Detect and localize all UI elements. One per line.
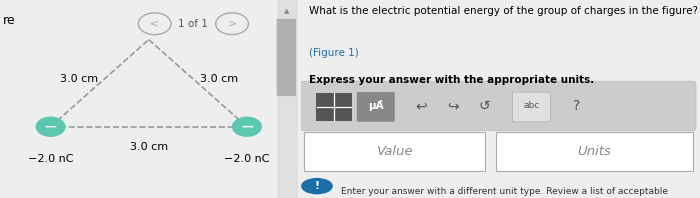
Circle shape — [302, 179, 332, 194]
Circle shape — [232, 117, 261, 136]
Text: abc: abc — [524, 101, 540, 110]
Text: 3.0 cm: 3.0 cm — [60, 74, 98, 84]
FancyBboxPatch shape — [304, 132, 485, 171]
Text: 3.0 cm: 3.0 cm — [199, 74, 238, 84]
Text: −: − — [240, 118, 254, 136]
Text: What is the electric potential energy of the group of charges in the figure?: What is the electric potential energy of… — [309, 6, 698, 16]
Text: ?: ? — [573, 99, 580, 113]
Text: ↺: ↺ — [479, 99, 491, 113]
Text: ↪: ↪ — [447, 99, 459, 113]
Text: Express your answer with the appropriate units.: Express your answer with the appropriate… — [309, 75, 594, 85]
Text: Value: Value — [377, 145, 413, 158]
Text: Enter your answer with a different unit type. Review a list of acceptable: Enter your answer with a different unit … — [341, 187, 668, 196]
Text: −: − — [43, 118, 57, 136]
Text: !: ! — [314, 181, 319, 191]
Text: <: < — [150, 19, 160, 29]
Text: >: > — [228, 19, 237, 29]
Text: (Figure 1): (Figure 1) — [309, 48, 358, 58]
Text: re: re — [3, 14, 15, 27]
Circle shape — [36, 117, 65, 136]
Text: ▲: ▲ — [284, 8, 290, 14]
Text: 1 of 1: 1 of 1 — [178, 19, 209, 29]
FancyBboxPatch shape — [276, 19, 296, 96]
Text: ↩: ↩ — [415, 99, 426, 113]
FancyBboxPatch shape — [301, 81, 696, 131]
FancyBboxPatch shape — [316, 93, 351, 121]
Text: −2.0 nC: −2.0 nC — [224, 154, 270, 164]
FancyBboxPatch shape — [357, 92, 395, 122]
Text: −2.0 nC: −2.0 nC — [28, 154, 74, 164]
Text: Units: Units — [578, 145, 611, 158]
Text: 3.0 cm: 3.0 cm — [130, 142, 168, 151]
FancyBboxPatch shape — [276, 0, 298, 198]
Text: μÂ: μÂ — [368, 100, 384, 111]
FancyBboxPatch shape — [496, 132, 693, 171]
FancyBboxPatch shape — [512, 92, 550, 122]
